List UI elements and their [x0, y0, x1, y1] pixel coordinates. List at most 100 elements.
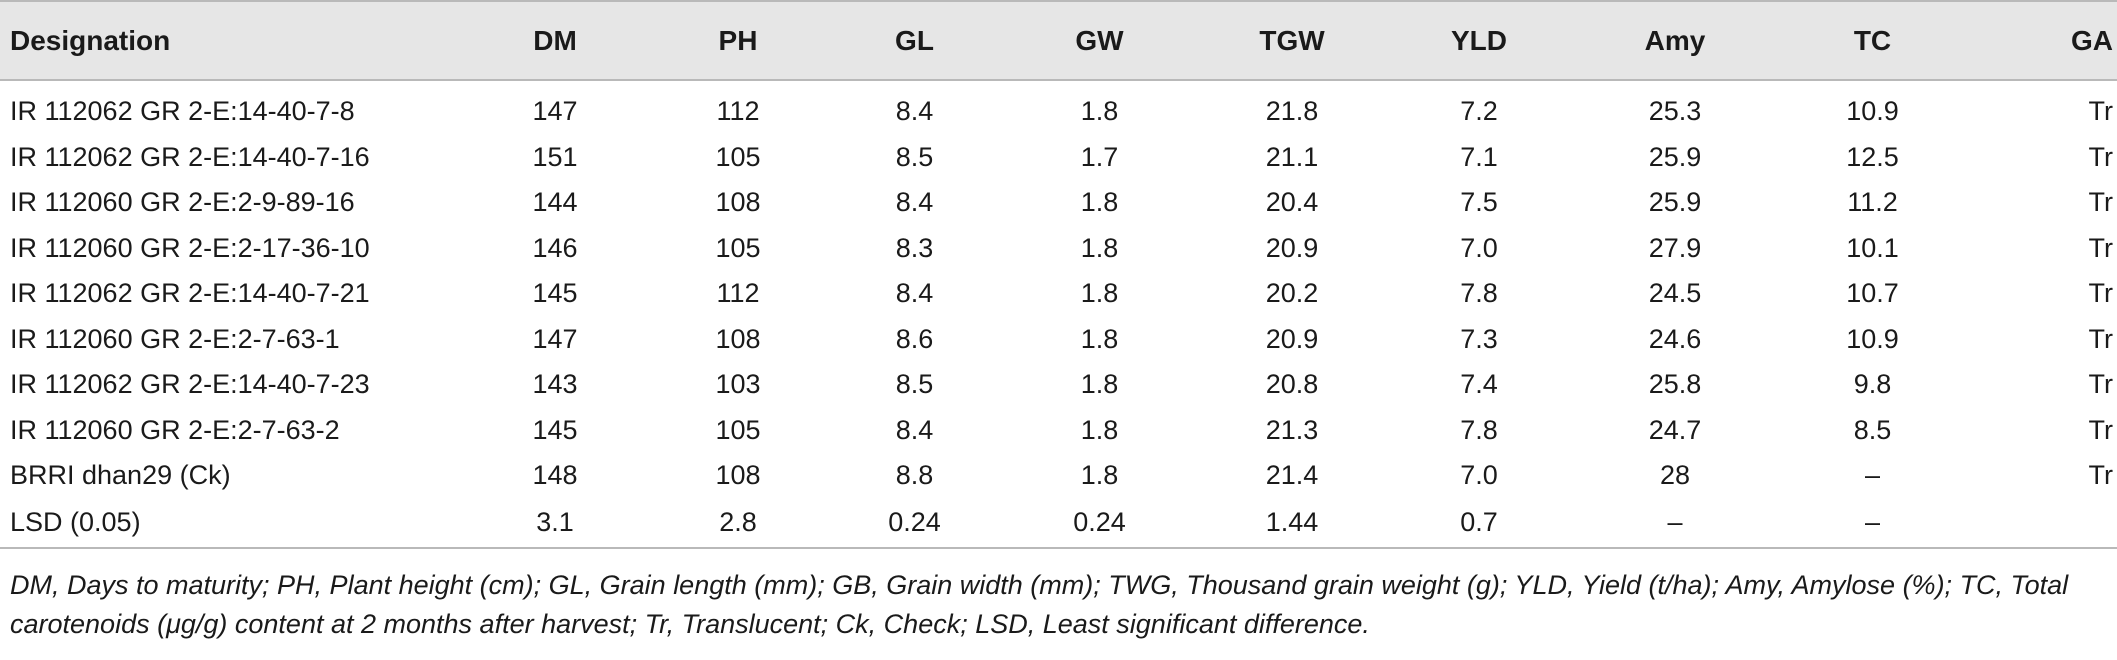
table-cell-ph: 105 [715, 232, 761, 263]
row-designation-cell: IR 112062 GR 2-E:14-40-7-16 [10, 141, 370, 172]
table-cell-tgw: 21.3 [1265, 414, 1319, 445]
table-cell-gw: 0.24 [1008, 498, 1191, 549]
table-cell-gw: 1.8 [1080, 323, 1119, 354]
table-cell-ph: 108 [715, 323, 761, 354]
table-cell-yld: 7.5 [1460, 187, 1498, 218]
table-cell-ga: Tr [2088, 278, 2113, 309]
table-cell-gl: 0.24 [821, 498, 1008, 549]
table-cell-dm: 147 [532, 323, 578, 354]
column-header-yld: YLD [1393, 0, 1565, 81]
table-cell-tgw: 21.8 [1265, 96, 1319, 127]
table-cell-ga: Tr [2088, 369, 2113, 400]
table-row: IR 112062 GR 2-E:14-40-7-21 145 112 8.4 1.8 2… [0, 271, 2117, 317]
table-cell-gl: 8.3 [895, 232, 934, 263]
table-cell-gw: 1.8 [1080, 96, 1119, 127]
row-designation-cell: IR 112060 GR 2-E:2-7-63-2 [10, 414, 340, 445]
table-cell-amy: 24.7 [1648, 414, 1702, 445]
table-cell-dm: 147 [532, 96, 578, 127]
table-cell-tc: – [1785, 498, 1960, 549]
table-cell-tc: 10.7 [1846, 278, 1899, 309]
table-cell-dm: 143 [532, 369, 578, 400]
table-cell-ph: 108 [715, 187, 761, 218]
column-header-tgw: TGW [1191, 0, 1393, 81]
table-cell-ga: Tr [2088, 414, 2113, 445]
row-designation-cell: IR 112060 GR 2-E:2-7-63-1 [10, 323, 340, 354]
table-cell-gw: 1.8 [1080, 369, 1119, 400]
table-cell-tgw: 20.9 [1265, 323, 1319, 354]
table-cell-gl: 8.4 [895, 187, 934, 218]
data-table: Designation DM PH GL GW TGW YLD Amy TC GA IR 1120… [0, 0, 2117, 549]
table-cell-yld: 0.7 [1393, 498, 1565, 549]
table-cell-amy: 25.9 [1648, 187, 1702, 218]
row-designation-cell: IR 112060 GR 2-E:2-9-89-16 [10, 187, 355, 218]
table-header-row: Designation DM PH GL GW TGW YLD Amy TC GA [0, 0, 2117, 81]
table-cell-gw: 1.8 [1080, 460, 1119, 491]
table-cell-tc: 9.8 [1853, 369, 1892, 400]
table-cell-gw: 1.7 [1080, 141, 1119, 172]
table-cell-gl: 8.4 [895, 414, 934, 445]
table-cell-amy: 25.9 [1648, 141, 1702, 172]
table-cell-tc: 10.9 [1846, 96, 1899, 127]
table-cell-dm: 151 [532, 141, 578, 172]
table-cell-yld: 7.0 [1460, 232, 1498, 263]
column-header-ph: PH [655, 0, 821, 81]
table-cell-gw: 1.8 [1080, 278, 1119, 309]
table-footnote: DM, Days to maturity; PH, Plant height (… [10, 570, 2069, 639]
column-header-gw: GW [1008, 0, 1191, 81]
table-cell-dm: 145 [532, 414, 578, 445]
table-cell-yld: 7.2 [1460, 96, 1498, 127]
row-designation-cell: BRRI dhan29 (Ck) [10, 460, 231, 491]
table-row: LSD (0.05) 3.1 2.8 0.24 0.24 1.44 0.7– – [0, 498, 2117, 549]
data-table-container: Designation DM PH GL GW TGW YLD Amy TC GA IR 1120… [0, 0, 2117, 549]
table-cell-gl: 8.4 [895, 278, 934, 309]
table-cell-ph: 2.8 [655, 498, 821, 549]
table-cell-gl: 8.5 [895, 369, 934, 400]
table-row: IR 112062 GR 2-E:14-40-7-23 143 103 8.5 1.8 2… [0, 362, 2117, 408]
table-cell-tc: 8.5 [1853, 414, 1892, 445]
table-row: IR 112060 GR 2-E:2-7-63-1 147 108 8.6 1.8 20.… [0, 317, 2117, 363]
table-cell-ga: Tr [2088, 323, 2113, 354]
table-cell-dm: 3.1 [455, 498, 655, 549]
column-header-ga: GA [1960, 0, 2117, 81]
spacer-cell [0, 80, 2117, 89]
column-header-dm: DM [455, 0, 655, 81]
table-row: IR 112060 GR 2-E:2-17-36-10 146 105 8.3 1.8 2… [0, 226, 2117, 272]
table-cell-dm: 146 [532, 232, 578, 263]
table-cell-amy: 27.9 [1648, 232, 1702, 263]
column-header-designation: Designation [0, 0, 455, 81]
table-cell-amy: 24.5 [1648, 278, 1702, 309]
table-cell-ph: 108 [715, 460, 761, 491]
table-cell-gl: 8.5 [895, 141, 934, 172]
row-designation-cell: IR 112062 GR 2-E:14-40-7-21 [10, 278, 370, 309]
table-cell-tgw: 21.4 [1265, 460, 1319, 491]
table-cell-yld: 7.3 [1460, 323, 1498, 354]
table-cell-gw: 1.8 [1080, 187, 1119, 218]
table-cell-yld: 7.8 [1460, 414, 1498, 445]
table-cell-ga [1960, 498, 2117, 549]
table-row: IR 112062 GR 2-E:14-40-7-8 147 112 8.4 1.8 21… [0, 89, 2117, 135]
table-cell-gl: 8.4 [895, 96, 934, 127]
table-cell-tgw: 20.4 [1265, 187, 1319, 218]
table-body: IR 112062 GR 2-E:14-40-7-8 147 112 8.4 1.8 21… [0, 80, 2117, 549]
table-cell-dm: 148 [532, 460, 578, 491]
table-cell-yld: 7.0 [1460, 460, 1498, 491]
table-row: IR 112060 GR 2-E:2-7-63-2 145 105 8.4 1.8 21.… [0, 408, 2117, 454]
row-designation-cell: IR 112060 GR 2-E:2-17-36-10 [10, 232, 370, 263]
table-cell-dm: 144 [532, 187, 578, 218]
table-cell-amy: 25.3 [1648, 96, 1702, 127]
table-cell-tgw: 20.2 [1265, 278, 1319, 309]
table-cell-tc: – [1864, 460, 1881, 491]
table-cell-gl: 8.8 [895, 460, 934, 491]
table-row: IR 112062 GR 2-E:14-40-7-16 151 105 8.5 1.7 2… [0, 135, 2117, 181]
table-cell-yld: 7.8 [1460, 278, 1498, 309]
table-row: BRRI dhan29 (Ck) 148 108 8.8 1.8 21.4 7.0 28 – Tr [0, 453, 2117, 499]
table-cell-ph: 105 [715, 141, 761, 172]
table-row: IR 112060 GR 2-E:2-9-89-16 144 108 8.4 1.8 20… [0, 180, 2117, 226]
table-cell-dm: 145 [532, 278, 578, 309]
table-cell-ph: 112 [716, 278, 760, 309]
row-designation-cell: IR 112062 GR 2-E:14-40-7-8 [10, 96, 355, 127]
table-cell-tc: 10.1 [1846, 232, 1899, 263]
column-header-gl: GL [821, 0, 1008, 81]
table-cell-ga: Tr [2088, 96, 2113, 127]
table-cell-tgw: 21.1 [1265, 141, 1319, 172]
